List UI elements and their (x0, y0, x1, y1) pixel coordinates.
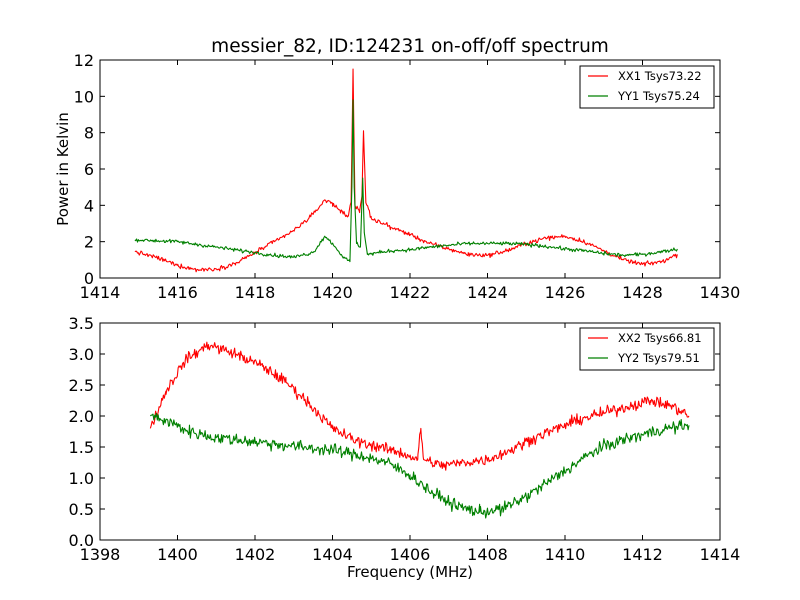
x-tick-label: 1414 (80, 283, 121, 302)
x-tick-label: 1426 (545, 283, 586, 302)
x-axis-label: Frequency (MHz) (347, 563, 473, 581)
x-tick-label: 1410 (545, 545, 586, 564)
series-line-yy2 (149, 412, 690, 519)
y-tick-label: 8 (84, 124, 94, 143)
y-tick-label: 0 (84, 269, 94, 288)
y-tick-label: 4 (84, 196, 94, 215)
y-tick-label: 2.5 (69, 376, 94, 395)
x-tick-label: 1418 (235, 283, 276, 302)
series-line-xx1 (134, 68, 678, 273)
legend-box (579, 327, 715, 371)
legend-label: YY1 Tsys75.24 (617, 89, 700, 103)
x-tick-label: 1428 (622, 283, 663, 302)
y-tick-label: 2.0 (69, 407, 94, 426)
chart-title: messier_82, ID:124231 on-off/off spectru… (211, 36, 609, 57)
bottom-spectrum-panel: 1398 1400 1402 1404 1406 1408 1410 1412 1414 0.0 0… (69, 314, 741, 581)
x-tick-label: 1416 (157, 283, 198, 302)
x-tick-label: 1400 (157, 545, 198, 564)
y-tick-label: 0.5 (69, 500, 94, 519)
x-tick-label: 1422 (390, 283, 431, 302)
x-tick-label: 1430 (700, 283, 741, 302)
y-tick-label: 3.5 (69, 314, 94, 333)
y-tick-label: 2 (84, 233, 94, 252)
legend-label: XX1 Tsys73.22 (618, 69, 702, 83)
y-tick-label: 3.0 (69, 345, 94, 364)
x-tick-label: 1424 (467, 283, 508, 302)
x-tick-label: 1404 (312, 545, 353, 564)
x-tick-label: 1406 (390, 545, 431, 564)
legend: XX1 Tsys73.22 YY1 Tsys75.24 (579, 65, 715, 109)
y-tick-label: 10 (74, 87, 94, 106)
y-axis-label: Power in Kelvin (54, 112, 72, 226)
x-tick-label: 1398 (80, 545, 121, 564)
y-tick-label: 6 (84, 160, 94, 179)
y-tick-label: 1.0 (69, 469, 94, 488)
x-tick-label: 1414 (700, 545, 741, 564)
top-spectrum-panel: 1414 1416 1418 1420 1422 1424 1426 1428 1430 0 2 4 6… (54, 51, 740, 302)
series-line-xx2 (149, 341, 690, 471)
x-tick-label: 1408 (467, 545, 508, 564)
legend-label: YY2 Tsys79.51 (617, 351, 700, 365)
legend-label: XX2 Tsys66.81 (618, 331, 702, 345)
y-tick-label: 1.5 (69, 438, 94, 457)
legend: XX2 Tsys66.81 YY2 Tsys79.51 (579, 327, 715, 371)
x-tick-label: 1402 (235, 545, 276, 564)
x-tick-label: 1420 (312, 283, 353, 302)
x-tick-label: 1412 (622, 545, 663, 564)
y-tick-label: 0.0 (69, 531, 94, 550)
series-line-yy1 (134, 99, 678, 263)
legend-box (579, 65, 715, 109)
y-tick-label: 12 (74, 51, 94, 70)
